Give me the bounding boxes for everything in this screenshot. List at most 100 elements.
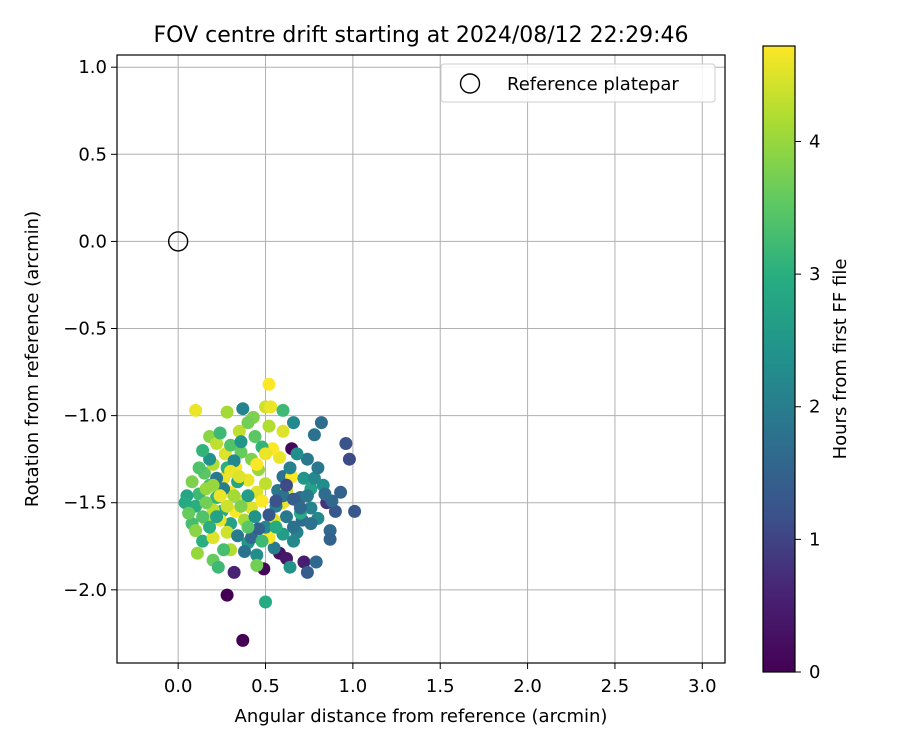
data-point (189, 403, 203, 417)
data-point (269, 494, 283, 508)
data-point (342, 452, 356, 466)
data-point (199, 496, 213, 510)
y-axis-ticks: 1.0 0.5 0.0 −0.5 −1.0 −1.5 −2.0 (63, 57, 117, 601)
data-point (283, 461, 297, 475)
data-point (297, 471, 311, 485)
data-point (192, 461, 206, 475)
data-point (250, 457, 264, 471)
colorbar-tick-label: 4 (809, 131, 820, 152)
data-point (262, 419, 276, 433)
data-point (245, 531, 258, 545)
y-tick-label: 1.0 (78, 57, 107, 78)
data-point (224, 438, 238, 452)
data-point (248, 430, 262, 443)
data-point (234, 445, 248, 459)
x-tick-label: 0.0 (164, 676, 193, 697)
data-point (290, 447, 304, 461)
y-tick-label: −1.0 (63, 406, 107, 427)
data-point (185, 475, 199, 489)
data-point (232, 424, 246, 438)
y-axis-label: Rotation from reference (arcmin) (22, 211, 43, 507)
reference-platepar-marker (167, 231, 189, 252)
data-point (232, 470, 246, 484)
y-tick-label: 0.0 (78, 231, 107, 252)
data-point (178, 496, 192, 510)
data-point (318, 487, 332, 501)
legend-reference-marker (459, 73, 481, 94)
legend: Reference platepar (440, 63, 716, 103)
x-tick-label: 1.0 (339, 676, 368, 697)
colorbar-label: Hours from first FF file (830, 259, 851, 460)
data-point (234, 435, 248, 449)
data-point (250, 548, 264, 562)
data-point (311, 461, 325, 475)
data-point (259, 595, 272, 609)
colorbar-tick-label: 2 (809, 397, 820, 418)
data-point (287, 416, 300, 430)
data-point (293, 501, 307, 515)
data-point (255, 494, 269, 508)
legend-entry-reference-platepar: Reference platepar (507, 74, 679, 95)
data-point (206, 478, 220, 492)
data-point (304, 501, 318, 515)
data-point (267, 541, 281, 555)
data-point (220, 525, 234, 539)
x-tick-label: 2.5 (601, 676, 630, 697)
data-point (227, 565, 241, 579)
colorbar-ticks: 0 1 2 3 4 (795, 131, 820, 683)
data-point (196, 444, 210, 457)
data-point (328, 504, 342, 518)
data-point (182, 506, 196, 520)
x-tick-label: 3.0 (688, 676, 717, 697)
data-point (206, 531, 220, 545)
data-point (323, 532, 337, 546)
colorbar-tick-label: 1 (809, 529, 820, 550)
data-point (259, 477, 272, 491)
data-point (220, 405, 234, 419)
data-point (210, 437, 224, 450)
data-point (276, 403, 290, 417)
data-point (300, 452, 314, 466)
data-point (238, 545, 251, 558)
data-point (300, 489, 314, 503)
data-point (314, 416, 328, 430)
y-tick-label: 0.5 (78, 144, 107, 165)
plot-frame (116, 54, 726, 664)
x-tick-label: 2.0 (513, 676, 542, 697)
data-point (241, 520, 255, 534)
data-point (307, 428, 321, 442)
legend-box (440, 63, 716, 103)
colorbar-scale (762, 45, 796, 673)
data-point (287, 492, 300, 506)
x-axis-label: Angular distance from reference (arcmin) (235, 706, 608, 727)
reference-marker-group (167, 231, 189, 252)
data-point (300, 565, 314, 579)
data-point (211, 560, 225, 574)
data-point (203, 452, 217, 466)
data-point (262, 508, 276, 522)
data-point (234, 499, 248, 513)
data-point (287, 520, 300, 534)
data-point (248, 510, 262, 524)
data-point (250, 558, 264, 572)
data-point (339, 437, 353, 450)
y-tick-label: −1.5 (63, 493, 107, 514)
data-point (348, 504, 362, 518)
data-point (213, 426, 227, 440)
data-point (190, 546, 204, 560)
data-point (283, 560, 297, 574)
data-point (252, 522, 265, 536)
data-point (220, 588, 234, 602)
data-point (227, 454, 241, 468)
grid-lines (117, 55, 725, 663)
data-point (236, 633, 250, 647)
data-point (189, 524, 203, 538)
x-axis-ticks: 0.0 0.5 1.0 1.5 2.0 2.5 3.0 (164, 663, 717, 697)
data-point (196, 510, 210, 524)
data-point (287, 534, 300, 548)
data-point (227, 489, 241, 503)
colorbar-tick-label: 0 (809, 662, 820, 683)
data-point (280, 510, 293, 524)
colorbar: 0 1 2 3 4 Hours from first FF file (762, 45, 851, 683)
